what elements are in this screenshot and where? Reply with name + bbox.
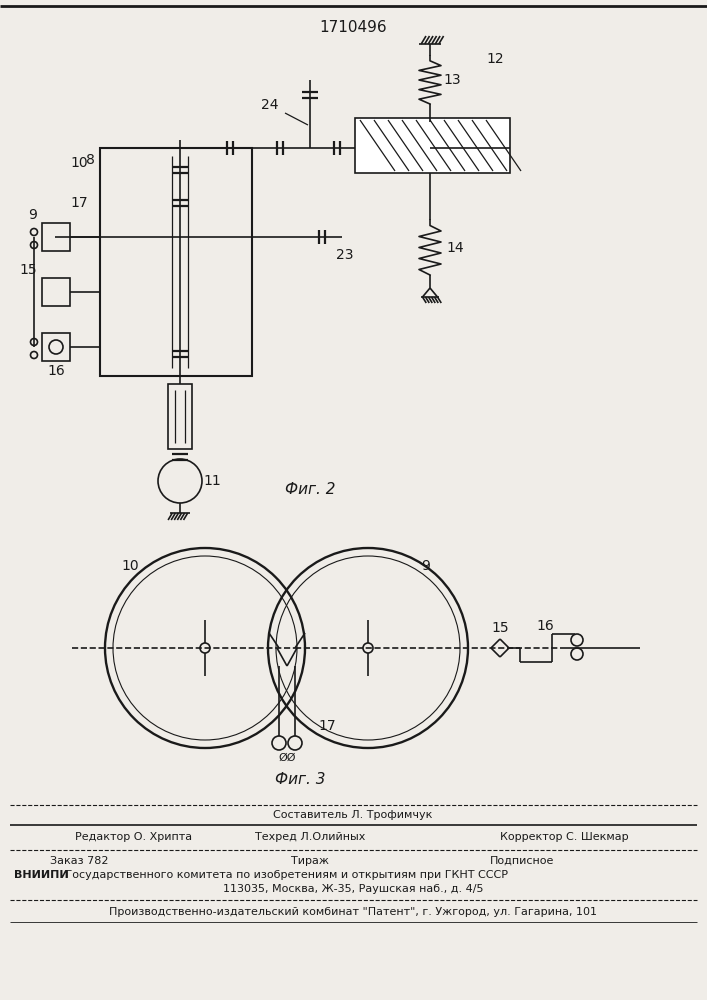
Text: Составитель Л. Трофимчук: Составитель Л. Трофимчук [274, 810, 433, 820]
Text: Техред Л.Олийных: Техред Л.Олийных [255, 832, 366, 842]
Text: 13: 13 [443, 73, 461, 87]
Text: 113035, Москва, Ж-35, Раушская наб., д. 4/5: 113035, Москва, Ж-35, Раушская наб., д. … [223, 884, 484, 894]
Text: 17: 17 [71, 196, 88, 210]
Bar [42, 333, 70, 361]
Text: 1710496: 1710496 [319, 19, 387, 34]
Text: 14: 14 [446, 241, 464, 255]
Text: 9: 9 [28, 208, 37, 222]
Text: 8: 8 [86, 153, 95, 167]
Text: 12: 12 [486, 52, 504, 66]
Text: 24: 24 [262, 98, 279, 112]
Bar [168, 384, 192, 449]
Text: Фиг. 3: Фиг. 3 [275, 772, 325, 788]
Text: 15: 15 [19, 263, 37, 277]
Text: Корректор С. Шекмар: Корректор С. Шекмар [500, 832, 629, 842]
Text: 11: 11 [203, 474, 221, 488]
Bar [355, 118, 510, 173]
Text: ВНИИПИ: ВНИИПИ [14, 870, 69, 880]
Text: 10: 10 [121, 559, 139, 573]
Text: 15: 15 [491, 621, 509, 635]
Text: Редактор О. Хрипта: Редактор О. Хрипта [75, 832, 192, 842]
Text: Государственного комитета по изобретениям и открытиям при ГКНТ СССР: Государственного комитета по изобретения… [62, 870, 508, 880]
Bar [100, 148, 252, 376]
Text: 23: 23 [337, 248, 354, 262]
Text: 9: 9 [421, 559, 431, 573]
Text: 17: 17 [318, 719, 336, 733]
Bar [42, 278, 70, 306]
Text: Подписное: Подписное [490, 856, 554, 866]
Text: Заказ 782: Заказ 782 [50, 856, 108, 866]
Text: Фиг. 2: Фиг. 2 [285, 483, 335, 497]
Bar [42, 223, 70, 251]
Text: 16: 16 [47, 364, 65, 378]
Text: 10: 10 [71, 156, 88, 170]
Text: Тираж: Тираж [291, 856, 329, 866]
Text: ØØ: ØØ [279, 753, 296, 763]
Text: Производственно-издательский комбинат "Патент", г. Ужгород, ул. Гагарина, 101: Производственно-издательский комбинат "П… [109, 907, 597, 917]
Text: 16: 16 [536, 619, 554, 633]
